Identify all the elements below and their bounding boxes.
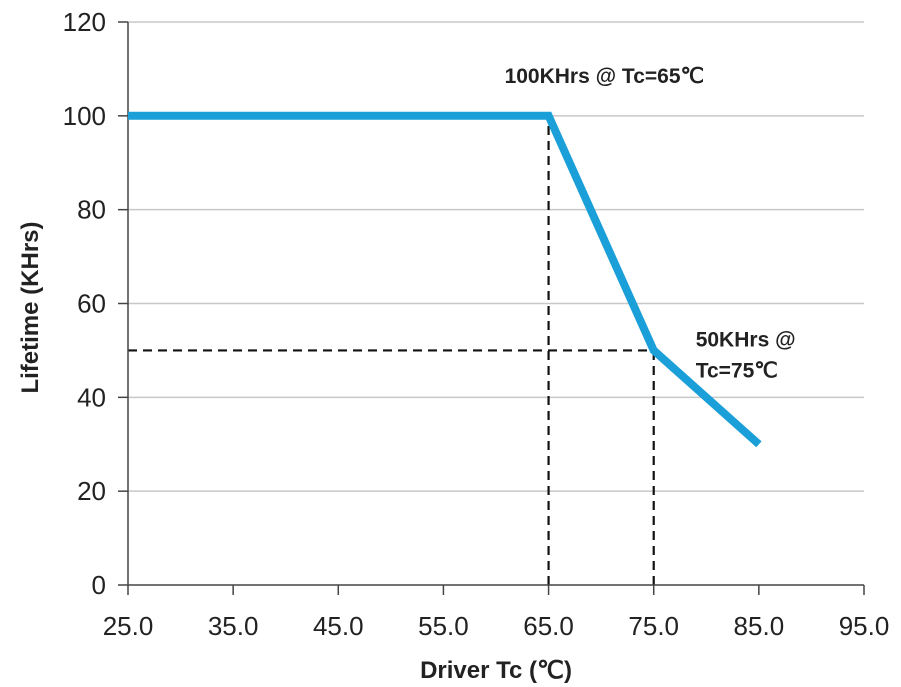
x-tick-labels: 25.0 35.0 45.0 55.0 65.0 75.0 85.0 95.0 [103,611,890,641]
annotation-label: 50KHrs @ [696,328,796,351]
x-tick-label: 95.0 [839,611,890,641]
y-tick-label: 40 [77,382,106,412]
reference-lines [128,115,655,585]
x-tick-label: 85.0 [734,611,785,641]
x-tick-label: 45.0 [313,611,364,641]
series-layer [127,111,762,448]
x-axis-title: Driver Tc (℃) [420,657,572,684]
y-tick-label: 100 [63,101,106,131]
x-tick-label: 65.0 [523,611,574,641]
x-tick-label: 55.0 [418,611,469,641]
y-axis-title: Lifetime (KHrs) [17,221,44,393]
annotations: 100KHrs @ Tc=65℃ 50KHrs @ Tc=75℃ [505,65,796,383]
x-tick-label: 25.0 [103,611,154,641]
lifetime-series-line [128,111,762,448]
y-tick-label: 60 [77,289,106,319]
y-tick-label: 80 [77,195,106,225]
y-tick-label: 120 [63,7,106,37]
y-tick-label: 0 [92,570,106,600]
y-tick-label: 20 [77,476,106,506]
y-tick-labels: 0 20 40 60 80 100 120 [63,7,106,600]
gridlines [128,21,864,492]
axes [118,21,865,595]
x-tick-label: 75.0 [628,611,679,641]
annotation-label: 100KHrs @ Tc=65℃ [505,65,705,88]
annotation-label: Tc=75℃ [696,359,778,382]
x-tick-label: 35.0 [208,611,259,641]
